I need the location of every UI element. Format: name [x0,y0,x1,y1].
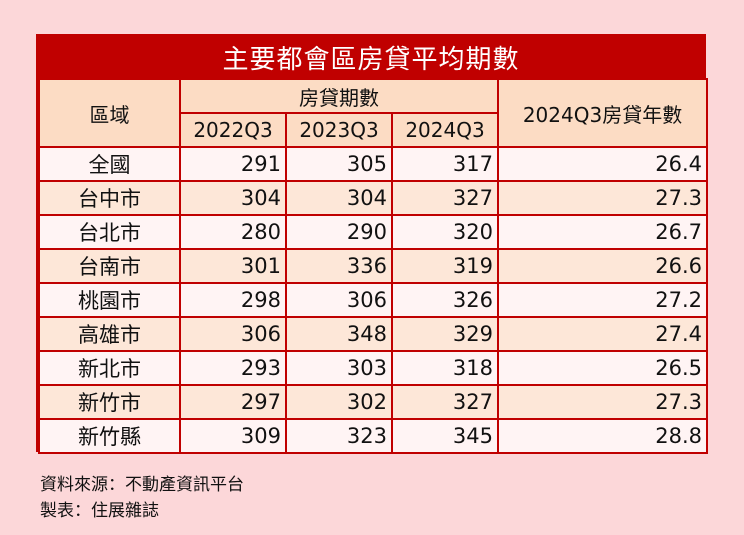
mortgage-table: 區域 房貸期數 2024Q3房貸年數 2022Q3 2023Q3 2024Q3 … [38,78,709,454]
value-cell-2023q3: 306 [285,282,393,318]
value-cell-2023q3: 305 [285,146,393,182]
table-row: 新竹縣 309 323 345 28.8 [38,418,709,454]
region-cell: 新竹縣 [38,418,181,454]
header-mortgage-periods: 房貸期數 [178,78,500,114]
table-row: 新竹市 297 302 327 27.3 [38,384,709,420]
value-cell-2024q3: 326 [390,282,500,318]
avg-years-cell: 26.6 [497,248,709,284]
table-row: 桃園市 298 306 326 27.2 [38,282,709,318]
value-cell-2023q3: 302 [285,384,393,420]
region-cell: 台中市 [38,180,181,216]
table-title: 主要都會區房貸平均期數 [38,36,704,78]
region-cell: 台南市 [38,248,181,284]
value-cell-2022q3: 301 [179,248,287,284]
value-cell-2022q3: 297 [179,384,287,420]
table-row: 台中市 304 304 327 27.3 [38,180,709,216]
region-cell: 桃園市 [38,282,181,318]
value-cell-2024q3: 318 [390,350,500,386]
table-row: 台南市 301 336 319 26.6 [38,248,709,284]
value-cell-2024q3: 329 [390,316,500,352]
value-cell-2023q3: 336 [285,248,393,284]
region-cell: 新北市 [38,350,181,386]
value-cell-2022q3: 306 [179,316,287,352]
value-cell-2022q3: 293 [179,350,287,386]
table-row: 高雄市 306 348 329 27.4 [38,316,709,352]
region-cell: 高雄市 [38,316,181,352]
header-avg-years: 2024Q3房貸年數 [497,78,709,148]
value-cell-2022q3: 309 [179,418,287,454]
value-cell-2023q3: 304 [285,180,393,216]
table-card: 主要都會區房貸平均期數 區域 房貸期數 2024Q3房貸年數 2022Q3 20… [36,34,709,454]
value-cell-2024q3: 327 [390,180,500,216]
value-cell-2022q3: 298 [179,282,287,318]
avg-years-cell: 26.5 [497,350,709,386]
region-cell: 台北市 [38,214,181,250]
avg-years-cell: 26.7 [497,214,709,250]
value-cell-2023q3: 323 [285,418,393,454]
value-cell-2023q3: 348 [285,316,393,352]
table-row: 全國 291 305 317 26.4 [38,146,709,182]
value-cell-2024q3: 319 [390,248,500,284]
region-cell: 新竹市 [38,384,181,420]
avg-years-cell: 27.4 [497,316,709,352]
table-row: 台北市 280 290 320 26.7 [38,214,709,250]
header-year: 2023Q3 [285,112,393,148]
table-row: 新北市 293 303 318 26.5 [38,350,709,386]
avg-years-cell: 28.8 [497,418,709,454]
region-cell: 全國 [38,146,181,182]
avg-years-cell: 27.3 [497,384,709,420]
header-region: 區域 [38,78,181,148]
credit-note: 製表：住展雜誌 [40,501,159,521]
value-cell-2024q3: 345 [390,418,500,454]
value-cell-2024q3: 317 [390,146,500,182]
avg-years-cell: 26.4 [497,146,709,182]
value-cell-2024q3: 327 [390,384,500,420]
value-cell-2022q3: 280 [179,214,287,250]
header-year: 2022Q3 [179,112,287,148]
avg-years-cell: 27.3 [497,180,709,216]
footer: 資料來源：不動產資訊平台 製表：住展雜誌 [40,472,244,524]
header-year: 2024Q3 [390,112,500,148]
source-note: 資料來源：不動產資訊平台 [40,475,244,495]
value-cell-2022q3: 304 [179,180,287,216]
value-cell-2024q3: 320 [390,214,500,250]
value-cell-2023q3: 290 [285,214,393,250]
avg-years-cell: 27.2 [497,282,709,318]
value-cell-2022q3: 291 [179,146,287,182]
value-cell-2023q3: 303 [285,350,393,386]
